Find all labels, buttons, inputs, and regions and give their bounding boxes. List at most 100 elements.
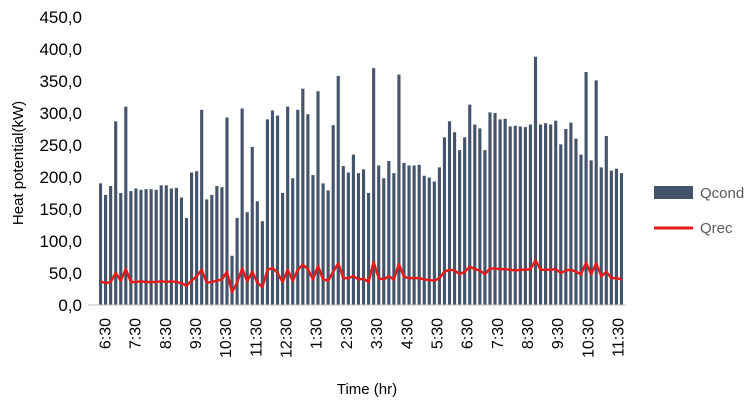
x-tick-label: 4:30	[399, 318, 416, 349]
qcond-bar	[200, 109, 204, 305]
qcond-bar	[422, 175, 426, 305]
qcond-bar	[134, 188, 138, 305]
qcond-bars	[98, 56, 624, 306]
qcond-bar	[331, 125, 335, 305]
qcond-bar	[372, 68, 376, 305]
qcond-bar	[559, 144, 563, 305]
qcond-bar	[412, 165, 416, 305]
qcond-bar	[179, 197, 184, 305]
qcond-bar	[447, 121, 452, 305]
qcond-bar	[159, 185, 163, 305]
qcond-bar	[478, 128, 482, 305]
y-tick-label: 350,0	[39, 72, 82, 91]
qcond-bar	[235, 217, 239, 305]
qcond-bar	[275, 115, 280, 305]
qcond-bar	[392, 173, 396, 305]
qcond-bar	[599, 167, 603, 305]
x-tick-labels: 6:30 7:30 8:30 9:30 10:30 11:30 12:30 1:30 2:30 3…	[98, 318, 628, 358]
x-tick-label: 8:30	[158, 318, 175, 349]
qcond-bar	[351, 154, 355, 305]
qcond-bar	[114, 121, 118, 305]
qcond-bar	[382, 178, 386, 305]
qcond-bar	[190, 172, 194, 305]
qcond-bar	[523, 127, 527, 305]
x-tick-label: 6:30	[98, 318, 115, 349]
qcond-bar	[356, 173, 361, 305]
legend-qcond-label: Qcond	[700, 185, 744, 202]
qcond-bar	[493, 113, 497, 305]
qcond-bar	[377, 165, 381, 305]
x-tick-label: 10:30	[580, 318, 597, 358]
qcond-bar	[483, 150, 487, 305]
y-tick-labels: 0,0 50,0 100,0 150,0 200,0 250,0 300,0 350,0 400…	[39, 8, 82, 315]
qrec-line	[100, 258, 622, 294]
x-tick-label: 1:30	[309, 318, 326, 349]
y-tick-label: 300,0	[39, 104, 82, 123]
qcond-bar	[407, 165, 411, 305]
qcond-bar	[437, 167, 441, 305]
qcond-bar	[594, 80, 598, 305]
qcond-bar	[270, 110, 275, 305]
y-axis-title: Heat potential(kW)	[10, 101, 27, 225]
qcond-bar	[579, 154, 583, 305]
qcond-bar	[402, 162, 406, 305]
y-tick-label: 100,0	[39, 232, 82, 251]
qcond-bar	[119, 193, 123, 305]
qcond-bar	[265, 119, 269, 306]
qcond-bar	[574, 138, 578, 305]
qcond-bar	[458, 150, 462, 305]
qcond-bar	[432, 181, 436, 305]
qcond-bar	[549, 124, 553, 306]
x-tick-label: 3:30	[369, 318, 386, 349]
qcond-bar	[149, 189, 153, 305]
qcond-bar	[316, 91, 320, 306]
qcond-bar	[614, 168, 618, 305]
qcond-bar	[255, 201, 259, 305]
qcond-bar	[169, 188, 173, 305]
qcond-bar	[498, 119, 502, 306]
qcond-bar	[104, 194, 108, 305]
y-tick-label: 250,0	[39, 136, 82, 155]
x-tick-label: 11:30	[611, 318, 628, 357]
qcond-bar	[250, 146, 254, 305]
qcond-bar	[205, 199, 209, 305]
qcond-bar	[139, 189, 143, 305]
legend: Qcond Qrec	[654, 185, 744, 237]
y-tick-label: 50,0	[49, 264, 82, 283]
qcond-bar	[306, 114, 310, 305]
x-tick-label: 9:30	[550, 318, 567, 349]
y-tick-label: 150,0	[39, 200, 82, 219]
x-tick-label: 7:30	[490, 318, 507, 349]
qcond-bar	[361, 169, 366, 305]
qcond-bar	[281, 193, 285, 305]
qcond-bar	[554, 120, 558, 306]
qcond-bar	[346, 172, 350, 305]
qcond-bar	[240, 108, 244, 306]
qcond-bar	[544, 123, 548, 306]
qcond-bar	[488, 112, 492, 305]
x-tick-label: 9:30	[188, 318, 205, 349]
qcond-bar	[336, 75, 340, 305]
qcond-bar	[609, 170, 613, 305]
qcond-bar	[564, 129, 568, 305]
qcond-bar	[311, 175, 315, 305]
legend-qcond-swatch	[654, 186, 693, 199]
qcond-bar	[215, 185, 219, 305]
qcond-bar	[503, 118, 507, 305]
qcond-bar	[417, 164, 421, 305]
y-tick-label: 0,0	[58, 296, 82, 315]
qcond-bar	[604, 136, 608, 305]
x-tick-label: 8:30	[520, 318, 537, 349]
qcond-bar	[518, 126, 522, 305]
qcond-bar	[619, 173, 624, 305]
x-tick-label: 10:30	[218, 318, 235, 358]
legend-qrec-label: Qrec	[700, 220, 733, 237]
qcond-bar	[174, 187, 178, 305]
qcond-bar	[245, 212, 249, 305]
qcond-bar	[533, 56, 538, 306]
qcond-bar	[326, 190, 330, 305]
qcond-bar	[321, 183, 325, 305]
qcond-bar	[341, 166, 345, 305]
qcond-bar	[109, 185, 113, 305]
